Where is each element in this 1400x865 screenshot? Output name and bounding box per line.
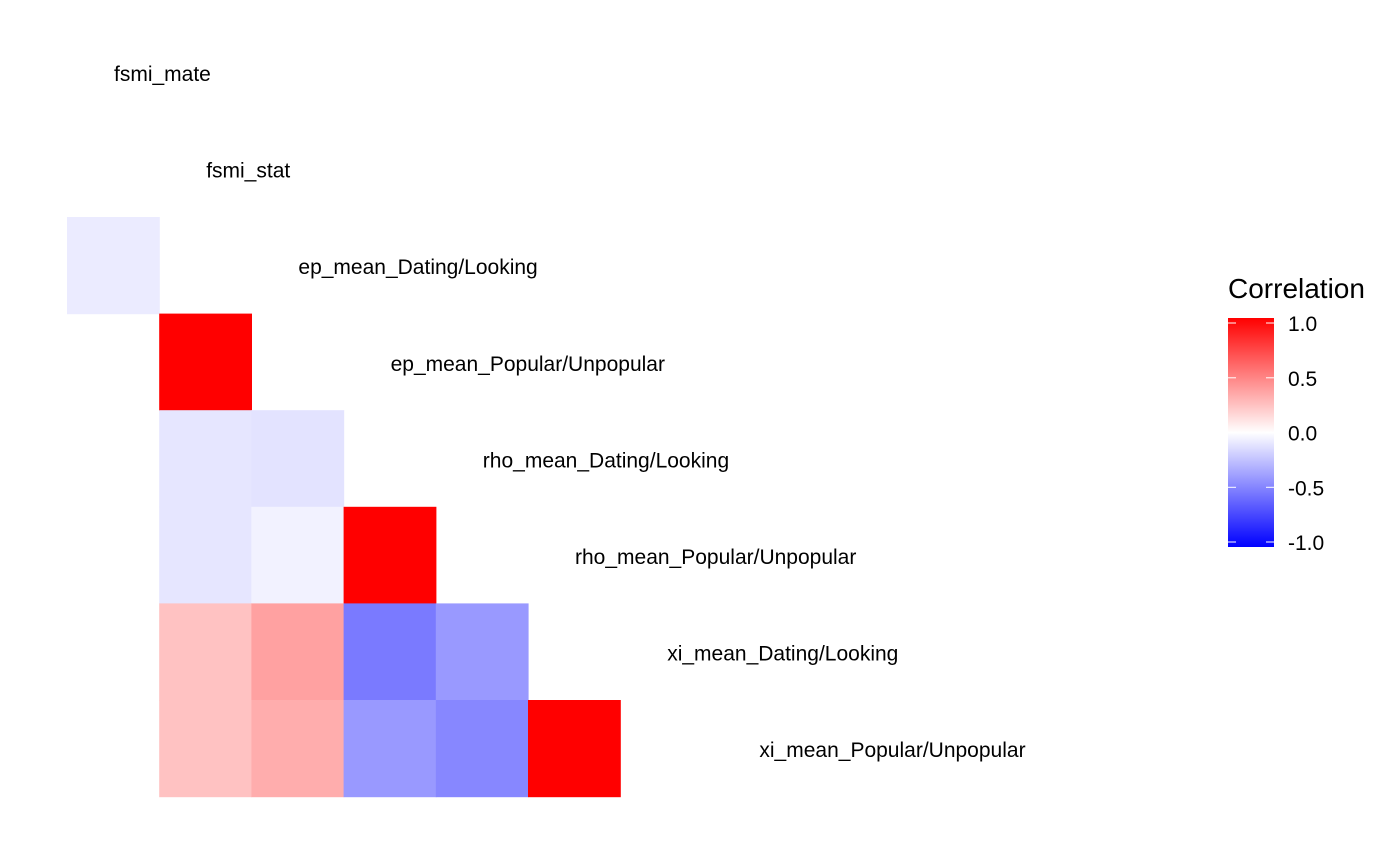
heatmap-cell <box>251 506 345 604</box>
variable-label: fsmi_stat <box>206 160 290 183</box>
variable-labels: fsmi_mate fsmi_stat ep_mean_Dating/Looking… <box>114 63 1026 762</box>
legend-tick-label: -0.5 <box>1288 477 1324 500</box>
legend-ticks: 1.0 0.5 0.0 -0.5 -1.0 <box>1228 313 1324 555</box>
variable-label: rho_mean_Dating/Looking <box>483 449 729 472</box>
variable-label: xi_mean_Dating/Looking <box>667 643 898 666</box>
legend-tick-label: -1.0 <box>1288 532 1324 555</box>
legend-tick-label: 0.0 <box>1288 423 1317 446</box>
color-legend: Correlation 1.0 0.5 0.0 -0.5 -1.0 <box>1228 273 1365 555</box>
variable-label: xi_mean_Popular/Unpopular <box>759 739 1025 762</box>
heatmap-cell <box>343 700 437 798</box>
heatmap-cell <box>343 603 437 701</box>
legend-tick-label: 0.5 <box>1288 368 1317 391</box>
heatmap-cell <box>159 410 252 508</box>
heatmap-cell <box>159 313 252 411</box>
heatmap-cell <box>528 700 621 798</box>
heatmap-cell <box>251 700 345 798</box>
variable-label: ep_mean_Dating/Looking <box>298 256 537 279</box>
heatmap-cell <box>251 603 345 701</box>
heatmap-cell <box>251 410 345 508</box>
legend-tick-label: 1.0 <box>1288 313 1317 336</box>
variable-label: ep_mean_Popular/Unpopular <box>391 353 665 376</box>
heatmap-cell <box>159 700 252 798</box>
variable-label: fsmi_mate <box>114 63 211 86</box>
heatmap-cell <box>67 217 160 315</box>
heatmap-cell <box>159 506 252 604</box>
variable-label: rho_mean_Popular/Unpopular <box>575 546 856 569</box>
legend-title: Correlation <box>1228 273 1365 304</box>
heatmap-cell <box>435 700 529 798</box>
heatmap-cell <box>343 506 437 604</box>
heatmap-cell <box>435 603 529 701</box>
heatmap-cells <box>67 217 621 798</box>
heatmap-cell <box>159 603 252 701</box>
